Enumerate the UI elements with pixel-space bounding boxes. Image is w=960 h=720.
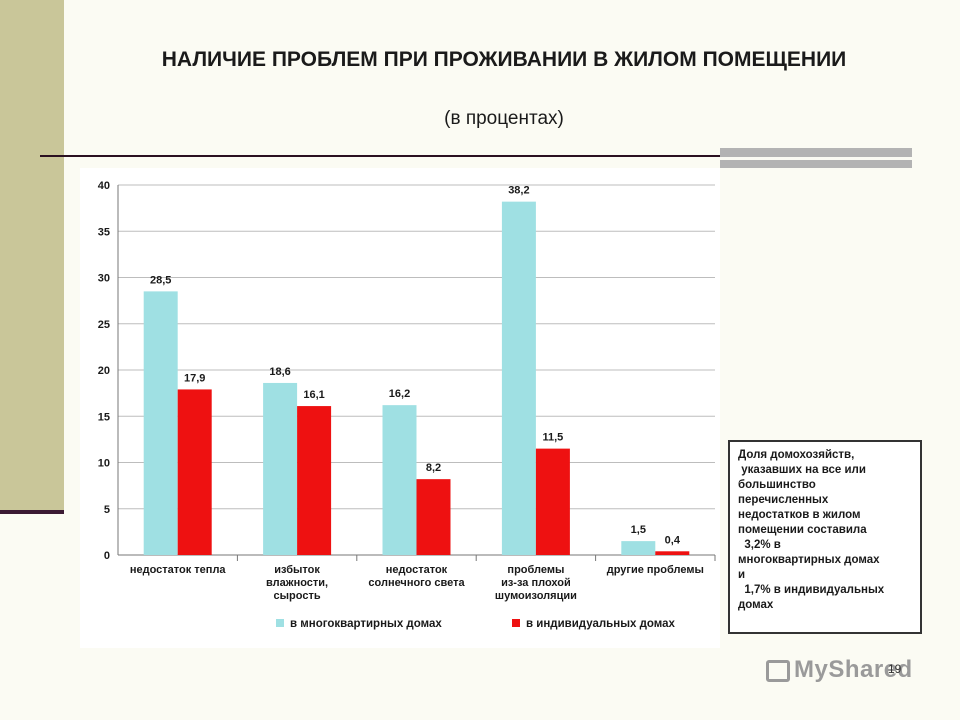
note-line: перечисленных	[738, 494, 829, 506]
data-label: 18,6	[269, 366, 290, 378]
page-title: НАЛИЧИЕ ПРОБЛЕМ ПРИ ПРОЖИВАНИИ В ЖИЛОМ П…	[161, 48, 847, 71]
page-subtitle: (в процентах)	[444, 108, 564, 129]
legend-swatch	[512, 619, 520, 627]
note-line: большинство	[738, 479, 816, 491]
note-line: домах	[738, 599, 774, 611]
watermark: MyShared	[766, 656, 913, 684]
note-line: 1,7% в индивидуальных	[738, 584, 885, 596]
y-tick-label: 35	[98, 226, 110, 238]
x-tick-label: избыток	[274, 564, 320, 576]
y-tick-label: 10	[98, 458, 110, 470]
data-label: 17,9	[184, 372, 205, 384]
y-tick-label: 40	[98, 180, 110, 192]
note-line: и	[738, 569, 746, 581]
left-accent-line	[0, 510, 64, 514]
data-label: 28,5	[150, 274, 171, 286]
note-line: указавших на все или	[738, 464, 866, 476]
note-line: Доля домохозяйств,	[738, 449, 855, 461]
bar	[501, 201, 536, 555]
page-number: 19	[888, 662, 902, 676]
y-tick-label: 30	[98, 273, 110, 285]
left-accent-bar	[0, 0, 64, 512]
data-label: 38,2	[508, 185, 529, 197]
divider-accent-lower	[720, 160, 912, 168]
x-tick-label: солнечного света	[368, 577, 465, 589]
bar	[416, 479, 451, 555]
y-tick-label: 25	[98, 319, 110, 331]
note-line: многоквартирных домах	[738, 554, 880, 566]
y-tick-label: 0	[104, 550, 110, 562]
x-tick-label: сырость	[274, 590, 321, 602]
note-line: недостатков в жилом	[738, 509, 861, 521]
note-box: Доля домохозяйств, указавших на все или …	[728, 440, 922, 634]
y-tick-label: 15	[98, 411, 110, 423]
bar	[263, 382, 298, 555]
x-tick-label: проблемы	[507, 564, 564, 576]
data-label: 1,5	[631, 524, 646, 536]
data-label: 0,4	[665, 534, 681, 546]
title-divider	[40, 155, 912, 157]
bar	[621, 541, 656, 555]
x-tick-label: шумоизоляции	[495, 590, 577, 602]
bar-chart: 0 5 10 15 20 25 30 35 40 28,5 17,9 недостаток тепла…	[98, 180, 716, 630]
x-tick-label: другие проблемы	[607, 564, 704, 576]
data-label: 11,5	[542, 432, 563, 444]
data-label: 16,1	[303, 389, 324, 401]
legend-label: в многоквартирных домах	[290, 618, 442, 630]
x-tick-label: влажности,	[266, 577, 328, 589]
bar	[143, 291, 178, 555]
bar	[655, 551, 690, 555]
legend-label: в индивидуальных домах	[526, 618, 676, 630]
note-line: помещении составила	[738, 524, 867, 536]
legend-swatch	[276, 619, 284, 627]
data-label: 16,2	[389, 388, 410, 400]
y-tick-label: 20	[98, 365, 110, 377]
watermark-logo-icon	[766, 659, 790, 682]
x-tick-label: недостаток тепла	[130, 564, 227, 576]
data-label: 8,2	[426, 462, 441, 474]
bar	[177, 389, 212, 555]
divider-accent	[720, 148, 912, 157]
watermark-text: MyShared	[794, 656, 913, 683]
bar	[535, 448, 570, 555]
note-line: 3,2% в	[738, 539, 781, 551]
y-tick-label: 5	[104, 504, 110, 516]
bar	[297, 406, 332, 555]
bar	[382, 405, 417, 555]
x-tick-label: недостаток	[386, 564, 448, 576]
x-tick-label: из-за плохой	[501, 577, 571, 589]
